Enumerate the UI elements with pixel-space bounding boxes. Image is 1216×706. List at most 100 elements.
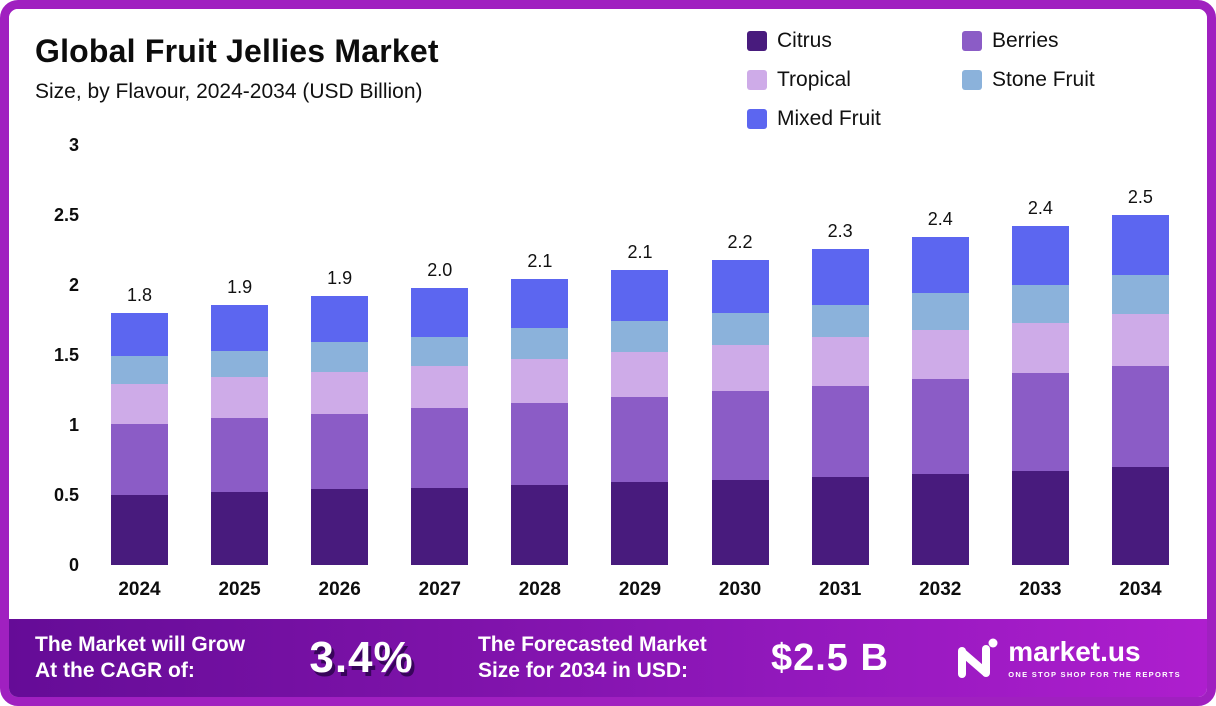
bar-segment-mixed-fruit (1011, 226, 1069, 286)
bar-segment-citrus (111, 495, 168, 565)
bar-segment-stone-fruit (511, 328, 569, 360)
bar-total-label: 1.9 (327, 268, 353, 289)
footer-banner: The Market will Grow At the CAGR of: 3.4… (9, 619, 1207, 697)
bar-segment-tropical (311, 371, 369, 414)
bar-segment-mixed-fruit (911, 237, 969, 294)
bar-segment-berries (1011, 373, 1069, 472)
bar-segment-stone-fruit (1011, 285, 1069, 323)
bar-segment-berries (811, 385, 869, 477)
y-axis-tick: 2 (68, 275, 79, 295)
bar-segment-tropical (211, 377, 269, 419)
bar-segment-tropical (711, 345, 769, 392)
bar-group-2034: 2.5 2034 (1111, 145, 1169, 600)
bar-segment-berries (511, 402, 569, 486)
bar-segment-mixed-fruit (411, 287, 469, 337)
bar-group-2029: 2.1 2029 (611, 145, 669, 600)
bar-segment-mixed-fruit (1111, 215, 1169, 276)
bar-total-label: 1.8 (126, 285, 153, 306)
bar-segment-tropical (111, 384, 168, 424)
bar-segment-citrus (311, 489, 369, 565)
bar-segment-stone-fruit (411, 336, 469, 367)
bar-segment-stone-fruit (1111, 275, 1169, 315)
x-axis-label: 2034 (1119, 579, 1162, 600)
bar-stack (811, 248, 869, 565)
bar-segment-tropical (1111, 314, 1169, 367)
bar-stack (611, 269, 669, 565)
legend-swatch (747, 70, 767, 90)
x-axis-label: 2029 (618, 579, 662, 600)
bar-stack (911, 237, 969, 565)
bar-group-2028: 2.1 2028 (511, 145, 569, 600)
bar-segment-stone-fruit (711, 313, 769, 346)
bar-segment-berries (111, 423, 168, 495)
forecast-value: $2.5 B (770, 636, 889, 679)
bar-stack (1111, 215, 1169, 565)
y-axis-tick: 0.5 (53, 485, 79, 505)
y-axis: 3 2.5 2 1.5 1 0.5 0 (35, 135, 93, 575)
bar-segment-citrus (611, 482, 669, 565)
cagr-label: The Market will Grow At the CAGR of: (35, 632, 245, 685)
bar-total-label: 1.9 (227, 276, 253, 297)
y-axis-tick: 3 (68, 135, 79, 155)
bar-segment-berries (711, 391, 769, 480)
legend-swatch (962, 31, 982, 51)
bar-segment-berries (611, 397, 669, 483)
bar-total-label: 2.1 (627, 241, 653, 262)
x-axis-label: 2030 (718, 579, 762, 600)
plot-area: 1.8 2024 1.9 2025 1.9 2026 2.0 2027 2.1 2028 2.1 20… (93, 145, 1181, 600)
bar-total-label: 2.4 (927, 209, 953, 230)
bar-segment-citrus (1011, 471, 1069, 565)
legend-item-citrus: Citrus (747, 29, 962, 53)
bar-group-2024: 1.8 2024 (111, 145, 168, 600)
forecast-label-line2: Size for 2034 in USD: (477, 659, 688, 682)
bar-segment-stone-fruit (911, 293, 969, 330)
bar-segment-mixed-fruit (811, 248, 869, 305)
bar-segment-tropical (1011, 322, 1069, 374)
x-axis-label: 2027 (418, 579, 461, 600)
bar-segment-mixed-fruit (211, 304, 269, 351)
bar-segment-citrus (711, 479, 769, 565)
bar-segment-mixed-fruit (711, 259, 769, 314)
bar-stack (311, 296, 369, 565)
legend-swatch (962, 70, 982, 90)
bar-group-2030: 2.2 2030 (711, 145, 769, 600)
cagr-label-line1: The Market will Grow (35, 632, 246, 656)
bar-segment-tropical (611, 352, 669, 398)
bar-total-label: 2.1 (527, 251, 553, 272)
cagr-label-line2: At the CAGR of: (35, 659, 195, 682)
bar-segment-stone-fruit (611, 321, 669, 353)
bar-stack (711, 259, 769, 565)
forecast-label-line1: The Forecasted Market (477, 632, 707, 656)
bar-total-label: 2.0 (427, 259, 453, 280)
bar-segment-citrus (211, 492, 269, 565)
bar-segment-citrus (411, 488, 469, 565)
chart-header: Global Fruit Jellies Market Size, by Fla… (35, 27, 1181, 131)
bar-total-label: 2.2 (727, 231, 753, 252)
bar-group-2027: 2.0 2027 (411, 145, 469, 600)
bar-segment-citrus (911, 474, 969, 565)
bar-segment-citrus (811, 476, 869, 565)
bar-segment-tropical (511, 359, 569, 403)
legend-swatch (747, 109, 767, 129)
page-subtitle: Size, by Flavour, 2024-2034 (USD Billion… (35, 80, 423, 103)
bar-total-label: 2.5 (1127, 187, 1153, 208)
bar-segment-stone-fruit (211, 350, 269, 378)
chart-legend: Citrus Berries Tropical Stone Fruit Mixed Fr… (747, 29, 1177, 131)
bar-group-2033: 2.4 2033 (1011, 145, 1069, 600)
bar-segment-berries (311, 413, 369, 490)
marketus-logo: market.us ONE STOP SHOP FOR THE REPORTS (953, 635, 1181, 681)
x-axis-label: 2024 (118, 579, 161, 600)
bar-total-label: 2.3 (827, 220, 853, 241)
bar-stack (511, 279, 569, 565)
legend-item-berries: Berries (962, 29, 1177, 53)
bar-segment-stone-fruit (811, 304, 869, 337)
bar-segment-mixed-fruit (511, 279, 569, 329)
cagr-value: 3.4% (309, 633, 414, 682)
bar-stack (411, 287, 469, 565)
legend-item-stone-fruit: Stone Fruit (962, 68, 1177, 92)
bar-segment-stone-fruit (111, 356, 168, 385)
bar-segment-tropical (411, 366, 469, 409)
legend-label: Stone Fruit (992, 68, 1095, 91)
logo-text-block: market.us ONE STOP SHOP FOR THE REPORTS (1008, 637, 1181, 679)
legend-label: Tropical (777, 68, 851, 91)
